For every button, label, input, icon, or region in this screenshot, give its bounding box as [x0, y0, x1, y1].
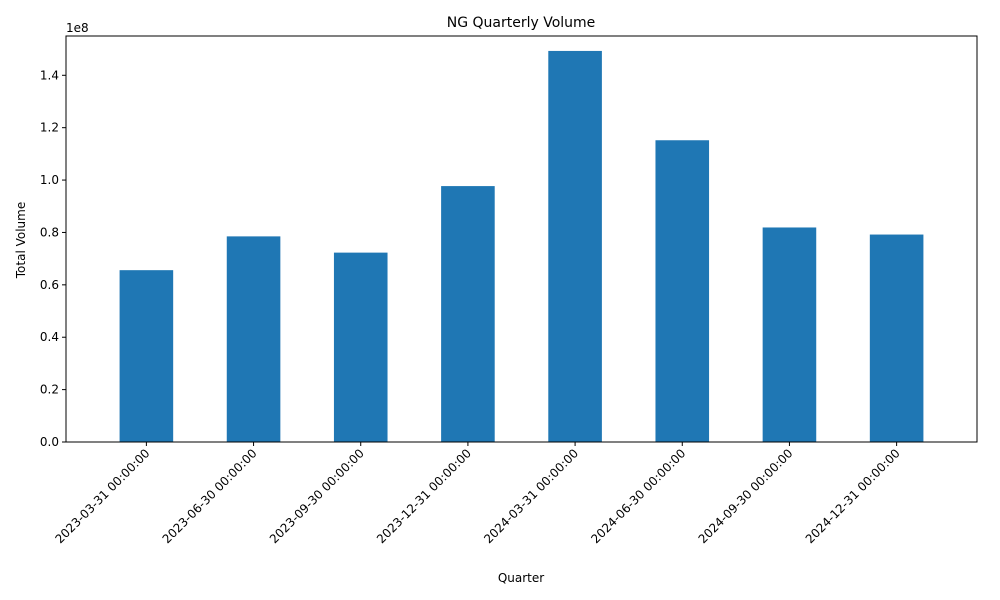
bar-3: [333, 252, 388, 442]
bar-4: [441, 186, 495, 442]
y-tick-label: 0.8: [40, 225, 59, 239]
x-tick-label: 2024-06-30 00:00:00: [588, 446, 688, 546]
y-tick-label: 0.2: [40, 383, 59, 397]
y-tick-label: 0.0: [40, 435, 59, 449]
bar-7: [762, 227, 817, 442]
plot-frame: [65, 35, 978, 443]
x-tick-label: 2023-06-30 00:00:00: [160, 446, 260, 546]
bar-8: [869, 234, 924, 442]
y-tick-label: 1.4: [40, 68, 59, 82]
x-axis: 2023-03-31 00:00:00 2023-06-30 00:00:00 20…: [52, 442, 903, 546]
y-tick-label: 1.2: [40, 121, 59, 135]
y-axis-offset-label: 1e8: [66, 21, 89, 35]
y-tick-label: 0.6: [40, 278, 59, 292]
x-tick-label: 2024-12-31 00:00:00: [803, 446, 903, 546]
bar-1: [119, 270, 174, 442]
y-tick-label: 0.4: [40, 330, 59, 344]
x-tick-label: 2023-09-30 00:00:00: [267, 446, 367, 546]
x-axis-label: Quarter: [498, 571, 544, 585]
bar-5: [548, 50, 602, 442]
y-axis: 0.0 0.2 0.4 0.6 0.8 1.0 1.2 1.4: [40, 68, 66, 449]
chart-title: NG Quarterly Volume: [447, 15, 596, 31]
x-tick-label: 2024-03-31 00:00:00: [481, 446, 581, 546]
bars-group: [119, 50, 924, 443]
x-tick-label: 2023-03-31 00:00:00: [52, 446, 152, 546]
x-tick-label: 2024-09-30 00:00:00: [696, 446, 796, 546]
x-tick-label: 2023-12-31 00:00:00: [374, 446, 474, 546]
y-axis-label: Total Volume: [14, 202, 28, 279]
bar-2: [226, 236, 281, 442]
y-tick-label: 1.0: [40, 173, 59, 187]
bar-6: [655, 140, 710, 443]
